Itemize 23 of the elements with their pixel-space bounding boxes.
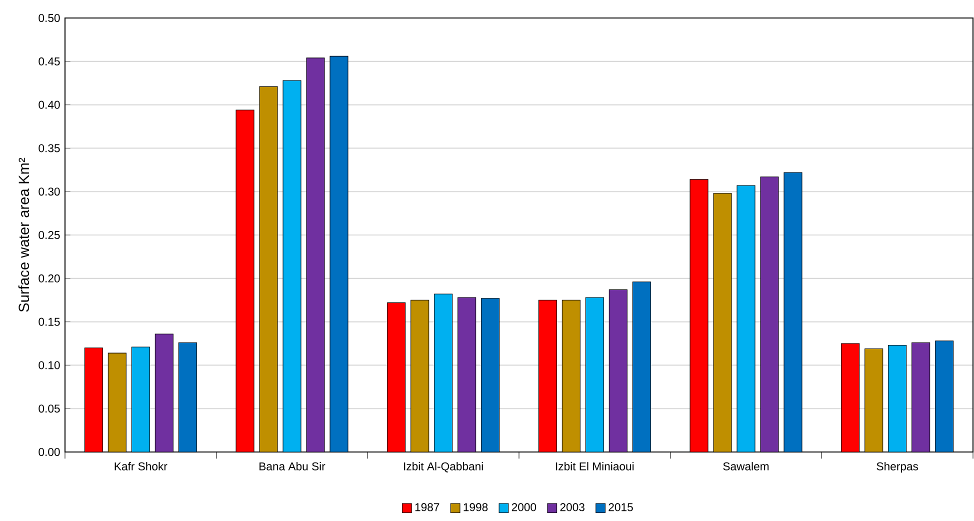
y-tick-label: 0.10 [38,361,60,370]
y-tick-label: 0.40 [38,100,60,109]
x-tick-label: Izbit Al-Qabbani [404,462,483,472]
y-tick-label: 0.00 [38,448,60,456]
y-tick-label: 0.35 [38,144,60,152]
y-tick-label: 0.05 [38,404,60,413]
x-tick-label: Sawalem [723,462,769,470]
legend-label: 1987 [415,503,440,512]
y-axis-title: Surface water area Km² [18,158,30,312]
x-tick-label: Sherpas [876,462,918,473]
legend-label: 1998 [464,503,488,512]
y-tick-label: 0.15 [38,318,60,326]
y-tick-label: 0.45 [38,57,60,66]
legend-label: 2015 [608,503,633,512]
legend-label: 2000 [512,503,536,512]
x-tick-label: Izbit El Miniaoui [556,462,634,470]
x-tick-label: Kafr Shokr [114,462,168,470]
y-tick-label: 0.50 [38,14,60,22]
y-tick-label: 0.30 [38,188,60,196]
y-tick-label: 0.20 [38,274,60,282]
legend-label: 2003 [560,503,584,512]
x-tick-label: Bana Abu Sir [260,462,326,470]
y-tick-label: 0.25 [38,231,60,240]
